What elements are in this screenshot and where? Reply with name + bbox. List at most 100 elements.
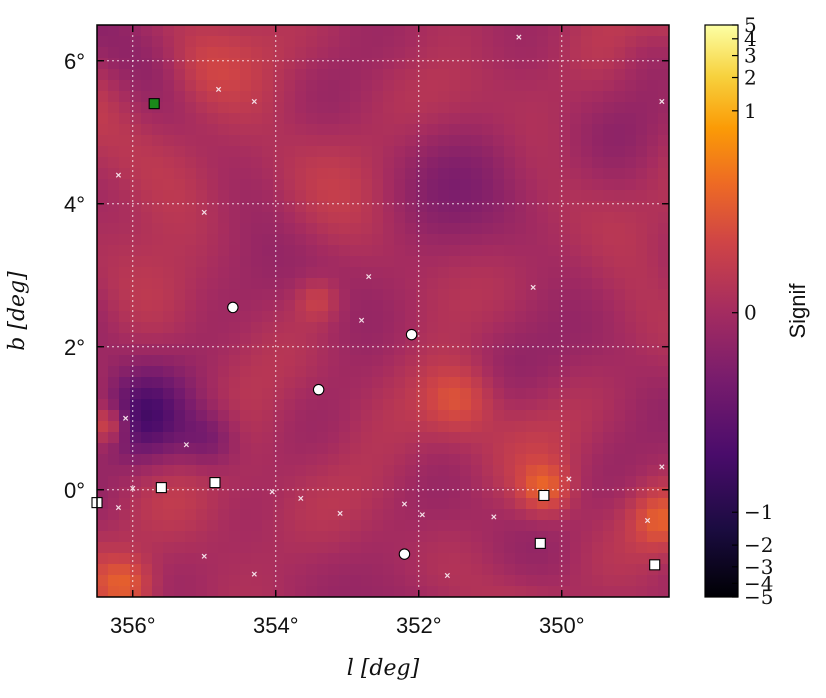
map-cell	[328, 465, 340, 477]
map-cell	[559, 410, 571, 422]
map-cell	[482, 113, 494, 125]
map-cell	[427, 542, 439, 554]
map-cell	[614, 487, 626, 499]
map-cell	[295, 454, 307, 466]
map-cell	[449, 410, 461, 422]
map-cell	[504, 377, 516, 389]
map-cell	[482, 157, 494, 169]
map-cell	[658, 146, 669, 158]
map-cell	[141, 454, 153, 466]
map-cell	[339, 168, 351, 180]
map-cell	[559, 333, 571, 345]
map-cell	[361, 322, 373, 334]
map-cell	[328, 212, 340, 224]
map-cell	[207, 80, 219, 92]
map-cell	[130, 135, 142, 147]
map-cell	[229, 520, 241, 532]
map-cell	[526, 245, 538, 257]
map-cell	[570, 256, 582, 268]
map-cell	[603, 278, 615, 290]
map-cell	[383, 25, 395, 37]
map-cell	[130, 157, 142, 169]
map-cell	[273, 465, 285, 477]
map-cell	[251, 454, 263, 466]
map-cell	[152, 223, 164, 235]
map-cell	[438, 553, 450, 565]
map-cell	[581, 245, 593, 257]
map-cell	[240, 443, 252, 455]
colorbar-tick-label: 5	[744, 13, 757, 37]
map-cell	[141, 432, 153, 444]
map-cell	[416, 322, 428, 334]
map-cell	[570, 388, 582, 400]
map-cell	[405, 135, 417, 147]
map-cell	[97, 399, 109, 411]
map-cell	[317, 432, 329, 444]
map-cell	[361, 333, 373, 345]
map-cell	[625, 223, 637, 235]
map-cell	[493, 542, 505, 554]
map-cell	[427, 377, 439, 389]
map-cell	[515, 289, 527, 301]
map-cell	[658, 487, 669, 499]
map-cell	[636, 443, 648, 455]
map-cell	[284, 575, 296, 587]
map-cell	[658, 245, 669, 257]
map-cell	[196, 553, 208, 565]
map-cell	[141, 509, 153, 521]
map-cell	[526, 322, 538, 334]
map-cell	[229, 575, 241, 587]
map-cell	[119, 234, 131, 246]
map-cell	[471, 443, 483, 455]
map-cell	[251, 135, 263, 147]
map-cell	[273, 520, 285, 532]
map-cell	[570, 333, 582, 345]
map-cell	[658, 531, 669, 543]
map-cell	[504, 179, 516, 191]
map-cell	[515, 234, 527, 246]
map-cell	[449, 553, 461, 565]
map-cell	[251, 487, 263, 499]
map-cell	[603, 344, 615, 356]
map-cell	[130, 388, 142, 400]
map-cell	[229, 553, 241, 565]
map-cell	[295, 344, 307, 356]
map-cell	[427, 58, 439, 70]
map-cell	[185, 190, 197, 202]
map-cell	[196, 146, 208, 158]
map-cell	[273, 509, 285, 521]
map-cell	[405, 388, 417, 400]
map-cell	[471, 25, 483, 37]
map-cell	[482, 300, 494, 312]
map-cell	[592, 465, 604, 477]
map-cell	[504, 36, 516, 48]
map-cell	[636, 69, 648, 81]
map-cell	[482, 58, 494, 70]
map-cell	[427, 575, 439, 587]
map-cell	[229, 267, 241, 279]
map-cell	[97, 146, 109, 158]
map-cell	[405, 575, 417, 587]
map-cell	[515, 333, 527, 345]
map-cell	[207, 509, 219, 521]
map-cell	[306, 146, 318, 158]
map-cell	[339, 388, 351, 400]
map-cell	[405, 366, 417, 378]
map-cell	[339, 575, 351, 587]
map-cell	[240, 410, 252, 422]
map-cell	[526, 454, 538, 466]
map-cell	[240, 575, 252, 587]
map-cell	[317, 80, 329, 92]
map-cell	[350, 443, 362, 455]
map-cell	[152, 432, 164, 444]
map-cell	[460, 399, 472, 411]
map-cell	[416, 311, 428, 323]
map-cell	[658, 432, 669, 444]
map-cell	[284, 564, 296, 576]
map-cell	[504, 245, 516, 257]
map-cell	[383, 465, 395, 477]
map-cell	[262, 168, 274, 180]
map-cell	[163, 25, 175, 37]
map-cell	[383, 80, 395, 92]
map-cell	[416, 377, 428, 389]
